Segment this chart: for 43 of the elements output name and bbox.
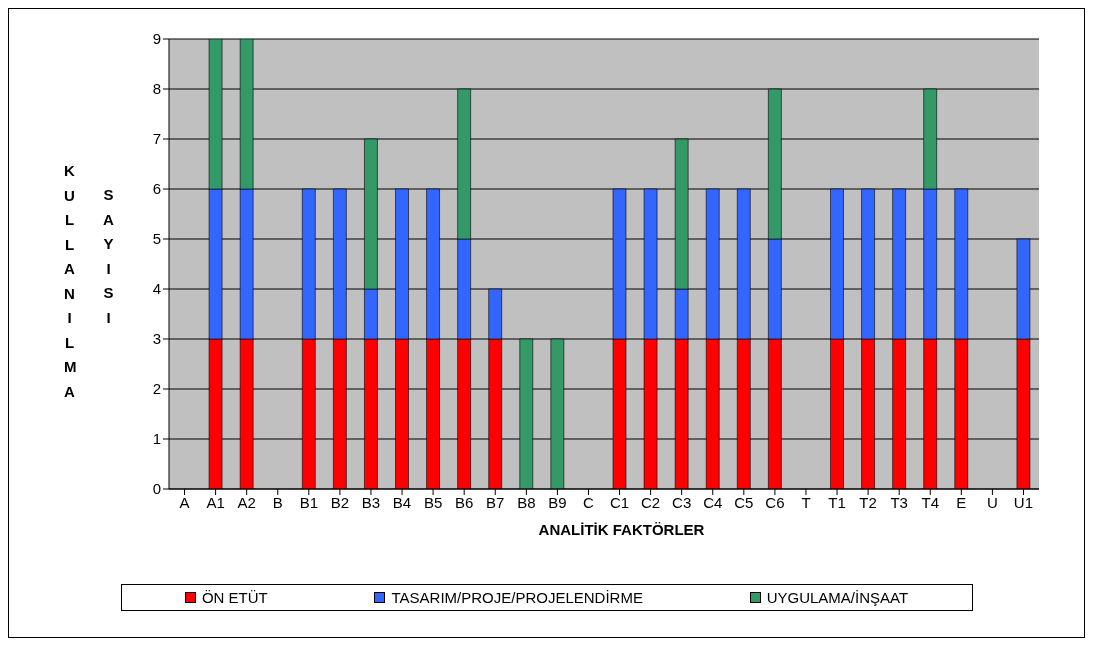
x-axis-title: ANALİTİK FAKTÖRLER — [537, 521, 706, 538]
x-tick-label: C5 — [734, 493, 754, 511]
x-tick-label: B6 — [455, 493, 474, 511]
x-tick-label: B1 — [299, 493, 318, 511]
x-tick-label: A1 — [206, 493, 225, 511]
x-tick-label: B3 — [361, 493, 381, 511]
x-tick-label: B5 — [423, 493, 443, 511]
x-tick-label: B9 — [548, 493, 567, 511]
x-tick-label: T4 — [921, 493, 940, 511]
legend-label: UYGULAMA/İNŞAAT — [766, 589, 909, 606]
x-tick-label: B4 — [392, 493, 412, 511]
x-tick-label: C2 — [641, 493, 661, 511]
y-tick-label: 4 — [152, 280, 161, 298]
y-tick-label: 2 — [152, 380, 161, 398]
x-tick-label: C — [583, 493, 595, 511]
x-tick-label: U — [986, 493, 998, 511]
x-tick-label: T — [801, 493, 811, 511]
x-tick-label: T3 — [890, 493, 908, 511]
x-tick-label: B8 — [517, 493, 536, 511]
x-tick-label: E — [956, 493, 967, 511]
x-tick-label: C4 — [703, 493, 723, 511]
x-tick-label: B — [272, 493, 283, 511]
legend-label: TASARIM/PROJE/PROJELENDİRME — [391, 589, 643, 606]
y-tick-label: 0 — [152, 480, 161, 498]
x-tick-label: C3 — [672, 493, 692, 511]
y-tick-label: 9 — [152, 30, 161, 48]
x-tick-label: C6 — [765, 493, 785, 511]
y-tick-label: 7 — [152, 130, 161, 148]
y-tick-label: 1 — [152, 430, 161, 448]
x-tick-label: B2 — [330, 493, 350, 511]
x-tick-label: T1 — [828, 493, 846, 511]
y-tick-label: 5 — [152, 230, 161, 248]
x-tick-label: A — [179, 493, 190, 511]
y-tick-label: 6 — [152, 180, 161, 198]
x-tick-label: U1 — [1013, 493, 1034, 511]
text: KULLANILMA SAYISI — [64, 162, 114, 400]
x-tick-label: C1 — [609, 493, 630, 511]
x-tick-label: B7 — [486, 493, 505, 511]
y-tick-label: 8 — [152, 80, 161, 98]
y-tick-label: 3 — [152, 330, 161, 348]
legend-label: ÖN ETÜT — [201, 589, 268, 606]
x-tick-label: T2 — [859, 493, 877, 511]
x-tick-label: A2 — [237, 493, 256, 511]
